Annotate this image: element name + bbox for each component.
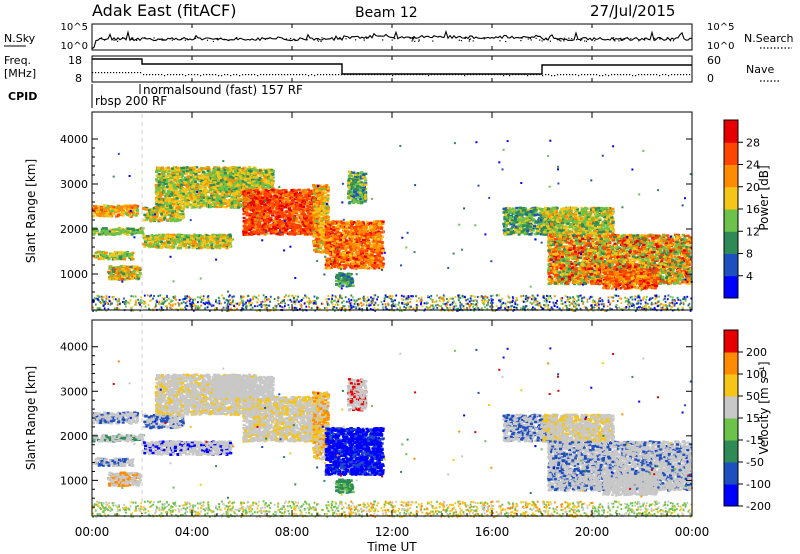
power-ytick-label: 1000 xyxy=(60,268,88,281)
velocity-ytick-label: 4000 xyxy=(60,341,88,354)
power-colorbar-swatch xyxy=(724,187,738,210)
sky-tick-top: 10^5 xyxy=(61,22,88,33)
nave-label: Nave xyxy=(746,63,774,76)
velocity-ylabel: Slant Range [km] xyxy=(24,366,38,470)
n-sky-label: N.Sky xyxy=(4,32,36,45)
search-tick-bottom: 10^0 xyxy=(707,41,734,52)
sky-tick-bottom: 10^0 xyxy=(61,41,88,52)
time-xtick-label: 00:00 xyxy=(675,525,710,539)
time-xtick-label: 00:00 xyxy=(75,525,110,539)
velocity-scatter xyxy=(92,347,693,518)
time-xtick-label: 12:00 xyxy=(375,525,410,539)
velocity-colorbar-swatch xyxy=(724,352,738,375)
velocity-colorbar-tick: -200 xyxy=(746,500,771,513)
power-colorbar-swatch xyxy=(724,165,738,188)
search-tick-top: 10^5 xyxy=(707,22,734,33)
velocity-ytick-label: 2000 xyxy=(60,430,88,443)
velocity-ytick-label: 3000 xyxy=(60,385,88,398)
time-xlabel: Time UT xyxy=(366,540,417,554)
power-colorbar-swatch xyxy=(724,231,738,254)
power-scatter xyxy=(92,140,693,312)
velocity-colorbar-tick: -100 xyxy=(746,478,771,491)
power-ylabel: Slant Range [km] xyxy=(24,159,38,263)
power-colorbar-tick: 28 xyxy=(746,136,760,149)
power-colorbar-swatch xyxy=(724,276,738,299)
freq-unit-label: [MHz] xyxy=(4,67,36,80)
cpid-normalsound: normalsound (fast) 157 RF xyxy=(143,83,303,97)
velocity-colorbar-tick: -50 xyxy=(746,456,764,469)
velocity-ytick-label: 1000 xyxy=(60,474,88,487)
velocity-colorbar-swatch xyxy=(724,484,738,507)
power-colorbar-swatch xyxy=(724,209,738,232)
power-colorbar-swatch xyxy=(724,120,738,143)
power-colorbar-tick: 4 xyxy=(746,270,753,283)
station-title: Adak East (fitACF) xyxy=(92,1,236,20)
power-ytick-label: 2000 xyxy=(60,223,88,236)
velocity-colorbar-swatch xyxy=(724,396,738,419)
freq-label: Freq. xyxy=(4,54,31,67)
time-xtick-label: 20:00 xyxy=(575,525,610,539)
cpid-label: CPID xyxy=(8,90,37,103)
power-colorbar-swatch xyxy=(724,142,738,165)
frequency-trace xyxy=(92,59,692,76)
freq-tick-bottom: 8 xyxy=(75,72,82,85)
freq-tick-top: 18 xyxy=(68,54,82,67)
velocity-colorbar-swatch xyxy=(724,418,738,441)
velocity-colorbar-label: Velocity [m s⁻¹] xyxy=(757,361,771,454)
n-search-label: N.Search xyxy=(744,32,794,45)
time-xtick-label: 04:00 xyxy=(175,525,210,539)
power-colorbar-label: Power [dB] xyxy=(757,165,771,230)
power-ytick-label: 4000 xyxy=(60,133,88,146)
time-xtick-label: 16:00 xyxy=(475,525,510,539)
velocity-colorbar-swatch xyxy=(724,330,738,353)
power-colorbar-swatch xyxy=(724,254,738,277)
power-colorbar-tick: 8 xyxy=(746,248,753,261)
velocity-colorbar-swatch xyxy=(724,374,738,397)
velocity-colorbar-swatch xyxy=(724,462,738,485)
velocity-colorbar-swatch xyxy=(724,440,738,463)
date-title: 27/Jul/2015 xyxy=(590,2,675,20)
velocity-colorbar-tick: 200 xyxy=(746,346,767,359)
time-xtick-label: 08:00 xyxy=(275,525,310,539)
nave-tick-bottom: 0 xyxy=(707,72,714,85)
nave-tick-top: 60 xyxy=(707,54,721,67)
sky-noise-panel: N.Sky 10^5 10^0 10^5 10^0 N.Search xyxy=(4,22,794,52)
beam-title: Beam 12 xyxy=(355,5,418,21)
power-ytick-label: 3000 xyxy=(60,178,88,191)
